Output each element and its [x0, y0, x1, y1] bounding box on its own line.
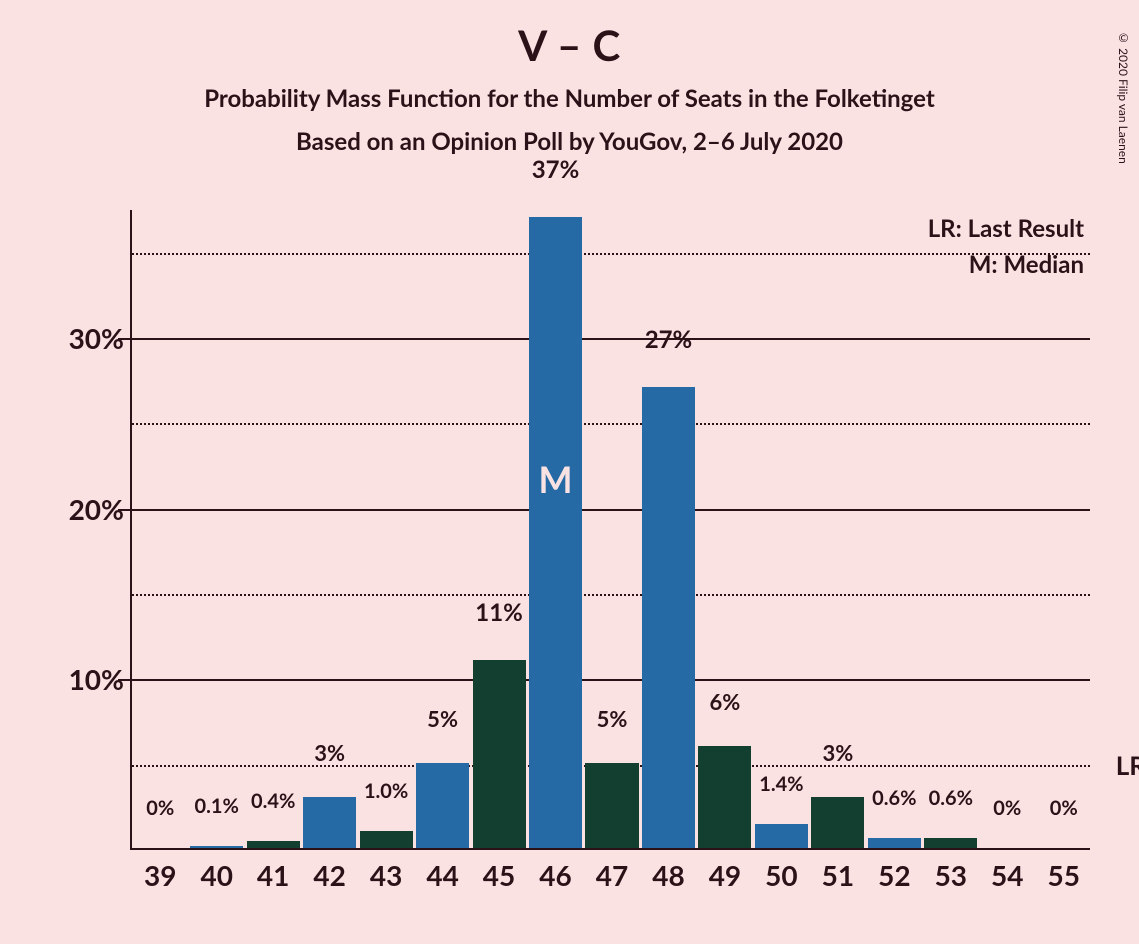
x-axis-label: 44	[426, 858, 458, 892]
chart-container: LR: Last Result M: Median LR0%390.1%400.…	[60, 210, 1110, 890]
x-axis-label: 43	[370, 858, 402, 892]
bar-value-label: 11%	[475, 598, 523, 627]
x-axis-label: 55	[1048, 858, 1080, 892]
bar	[473, 660, 526, 848]
bar	[190, 846, 243, 848]
x-axis-label: 51	[822, 858, 854, 892]
gridline	[132, 509, 1090, 511]
bar	[529, 217, 582, 848]
x-axis-label: 47	[596, 858, 628, 892]
chart-plot-area: LR: Last Result M: Median LR0%390.1%400.…	[130, 210, 1090, 850]
bar-value-label: 6%	[710, 688, 741, 715]
y-axis-label: 20%	[69, 492, 124, 526]
legend-lr: LR: Last Result	[928, 214, 1084, 243]
bar	[811, 797, 864, 848]
bar-value-label: 5%	[427, 705, 458, 732]
bar	[585, 763, 638, 848]
gridline	[132, 253, 1090, 255]
chart-subtitle: Probability Mass Function for the Number…	[0, 84, 1139, 113]
chart-subtitle-2: Based on an Opinion Poll by YouGov, 2–6 …	[0, 127, 1139, 156]
bar-value-label: 37%	[532, 155, 580, 184]
x-axis-label: 45	[483, 858, 515, 892]
y-axis-label: 10%	[69, 662, 124, 696]
bar	[698, 746, 751, 848]
bar-value-label: 5%	[597, 705, 628, 732]
x-axis-label: 54	[991, 858, 1023, 892]
gridline	[132, 679, 1090, 681]
bar-value-label: 0.1%	[195, 794, 239, 818]
bar-value-label: 1.4%	[759, 772, 803, 796]
x-axis-label: 48	[652, 858, 684, 892]
bar-value-label: 3%	[822, 739, 853, 766]
bar	[868, 838, 921, 848]
gridline	[132, 338, 1090, 340]
bar-value-label: 3%	[314, 739, 345, 766]
bar-value-label: 1.0%	[364, 779, 408, 803]
bar-value-label: 0.4%	[251, 789, 295, 813]
gridline	[132, 594, 1090, 596]
bar-value-label: 0%	[146, 796, 174, 820]
bar	[416, 763, 469, 848]
bar-value-label: 27%	[645, 325, 693, 354]
bar	[755, 824, 808, 848]
x-axis-label: 41	[257, 858, 289, 892]
bar-value-label: 0%	[1050, 796, 1078, 820]
x-axis-label: 53	[935, 858, 967, 892]
lr-marker: LR	[1116, 749, 1139, 781]
y-axis-label: 30%	[69, 321, 124, 355]
bar-value-label: 0.6%	[872, 786, 916, 810]
x-axis-label: 50	[765, 858, 797, 892]
bar-value-label: 0%	[993, 796, 1021, 820]
gridline	[132, 423, 1090, 425]
x-axis-label: 49	[709, 858, 741, 892]
median-marker: M	[539, 457, 573, 501]
x-axis-label: 52	[878, 858, 910, 892]
bar	[247, 841, 300, 848]
bar	[303, 797, 356, 848]
x-axis-label: 39	[144, 858, 176, 892]
x-axis-label: 46	[539, 858, 571, 892]
bar-value-label: 0.6%	[929, 786, 973, 810]
bar	[360, 831, 413, 848]
x-axis-label: 40	[200, 858, 232, 892]
copyright-text: © 2020 Filip van Laenen	[1116, 30, 1131, 164]
bar	[924, 838, 977, 848]
chart-title: V – C	[0, 20, 1139, 70]
x-axis-label: 42	[313, 858, 345, 892]
bar	[642, 387, 695, 848]
